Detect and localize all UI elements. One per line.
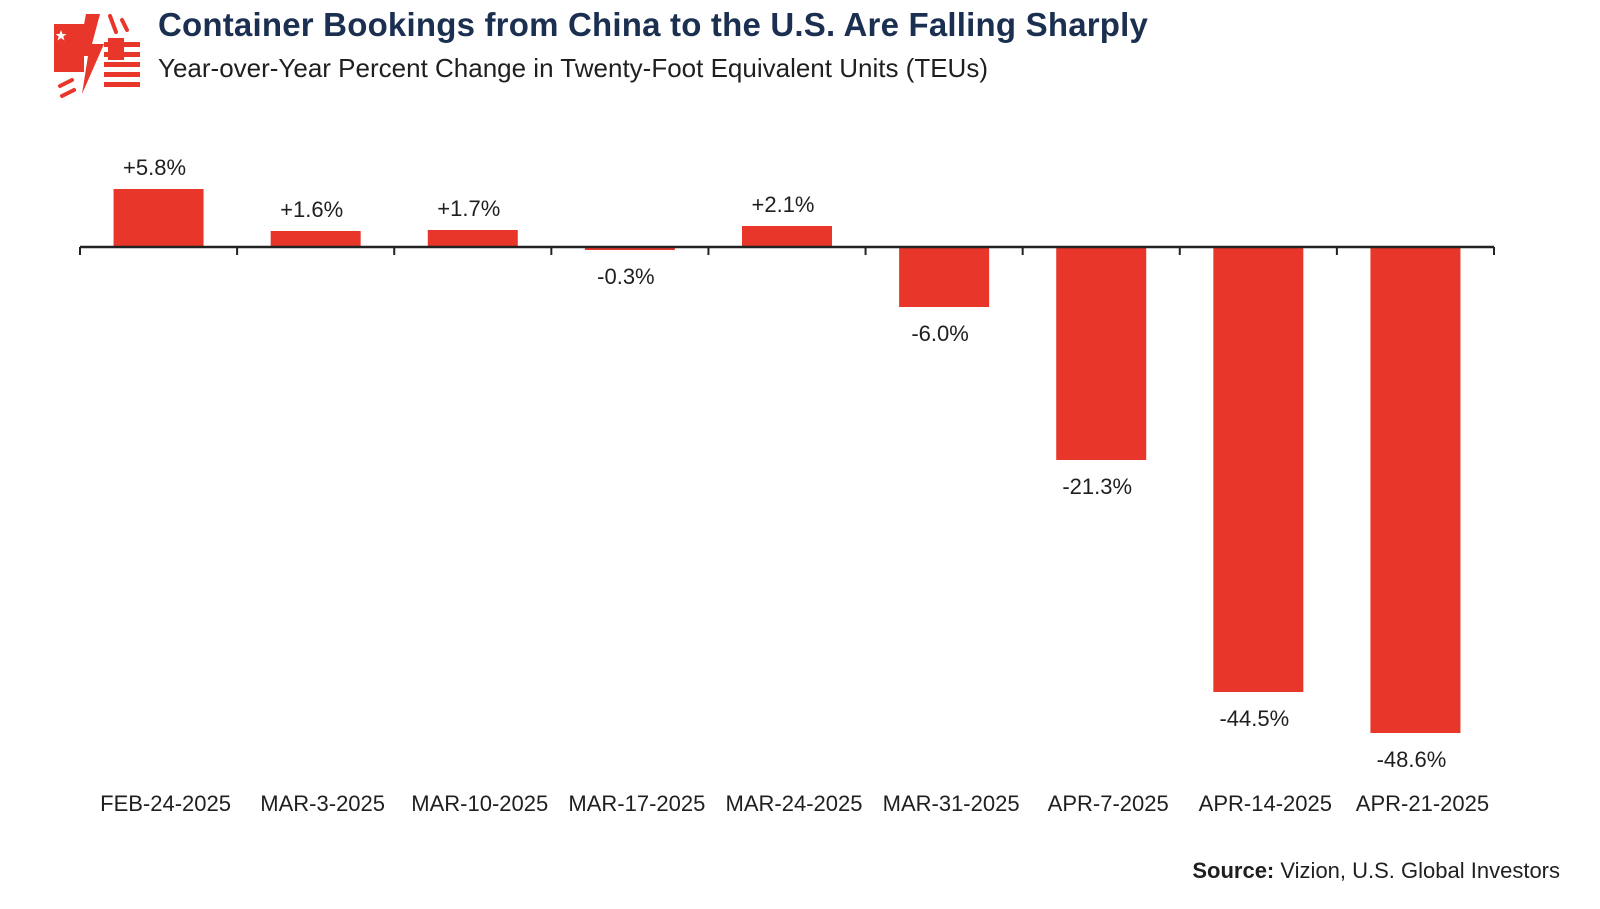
category-label: MAR-3-2025 (260, 791, 385, 816)
bar-apr-14-2025 (1213, 247, 1304, 692)
china-us-flag-lightning-icon (54, 14, 140, 98)
data-label: +2.1% (752, 192, 815, 217)
bar-mar-3-2025 (270, 231, 361, 247)
bar-mar-24-2025 (742, 226, 832, 247)
source-label: Source: (1192, 858, 1275, 883)
category-label: APR-7-2025 (1048, 791, 1169, 816)
source-text: Vizion, U.S. Global Investors (1280, 858, 1560, 883)
category-label: MAR-31-2025 (883, 791, 1020, 816)
bar-mar-10-2025 (427, 230, 518, 247)
data-label: +1.7% (437, 196, 500, 221)
chart-title: Container Bookings from China to the U.S… (158, 6, 1149, 43)
bar-mar-31-2025 (899, 247, 990, 307)
data-label: -48.6% (1377, 747, 1447, 772)
data-label: -0.3% (597, 264, 654, 289)
data-label: +5.8% (123, 155, 186, 180)
bar-apr-7-2025 (1056, 247, 1147, 460)
data-label: +1.6% (280, 197, 343, 222)
data-label: -21.3% (1062, 474, 1132, 499)
data-label: -6.0% (911, 321, 968, 346)
category-label: MAR-24-2025 (726, 791, 863, 816)
category-label: FEB-24-2025 (100, 791, 231, 816)
category-label: MAR-10-2025 (411, 791, 548, 816)
source-note: Source: Vizion, U.S. Global Investors (1192, 858, 1560, 884)
category-label: MAR-17-2025 (568, 791, 705, 816)
data-label: -44.5% (1219, 706, 1289, 731)
bar-feb-24-2025 (113, 189, 204, 247)
category-label: APR-14-2025 (1199, 791, 1332, 816)
category-label: APR-21-2025 (1356, 791, 1489, 816)
chart-subtitle: Year-over-Year Percent Change in Twenty-… (158, 53, 988, 83)
bar-mar-17-2025 (584, 247, 675, 250)
bar-apr-21-2025 (1370, 247, 1461, 733)
bar-chart: +5.8% +1.6% +1.7% -0.3% +2.1% -6.0% -21.3% -44.… (79, 155, 1495, 816)
